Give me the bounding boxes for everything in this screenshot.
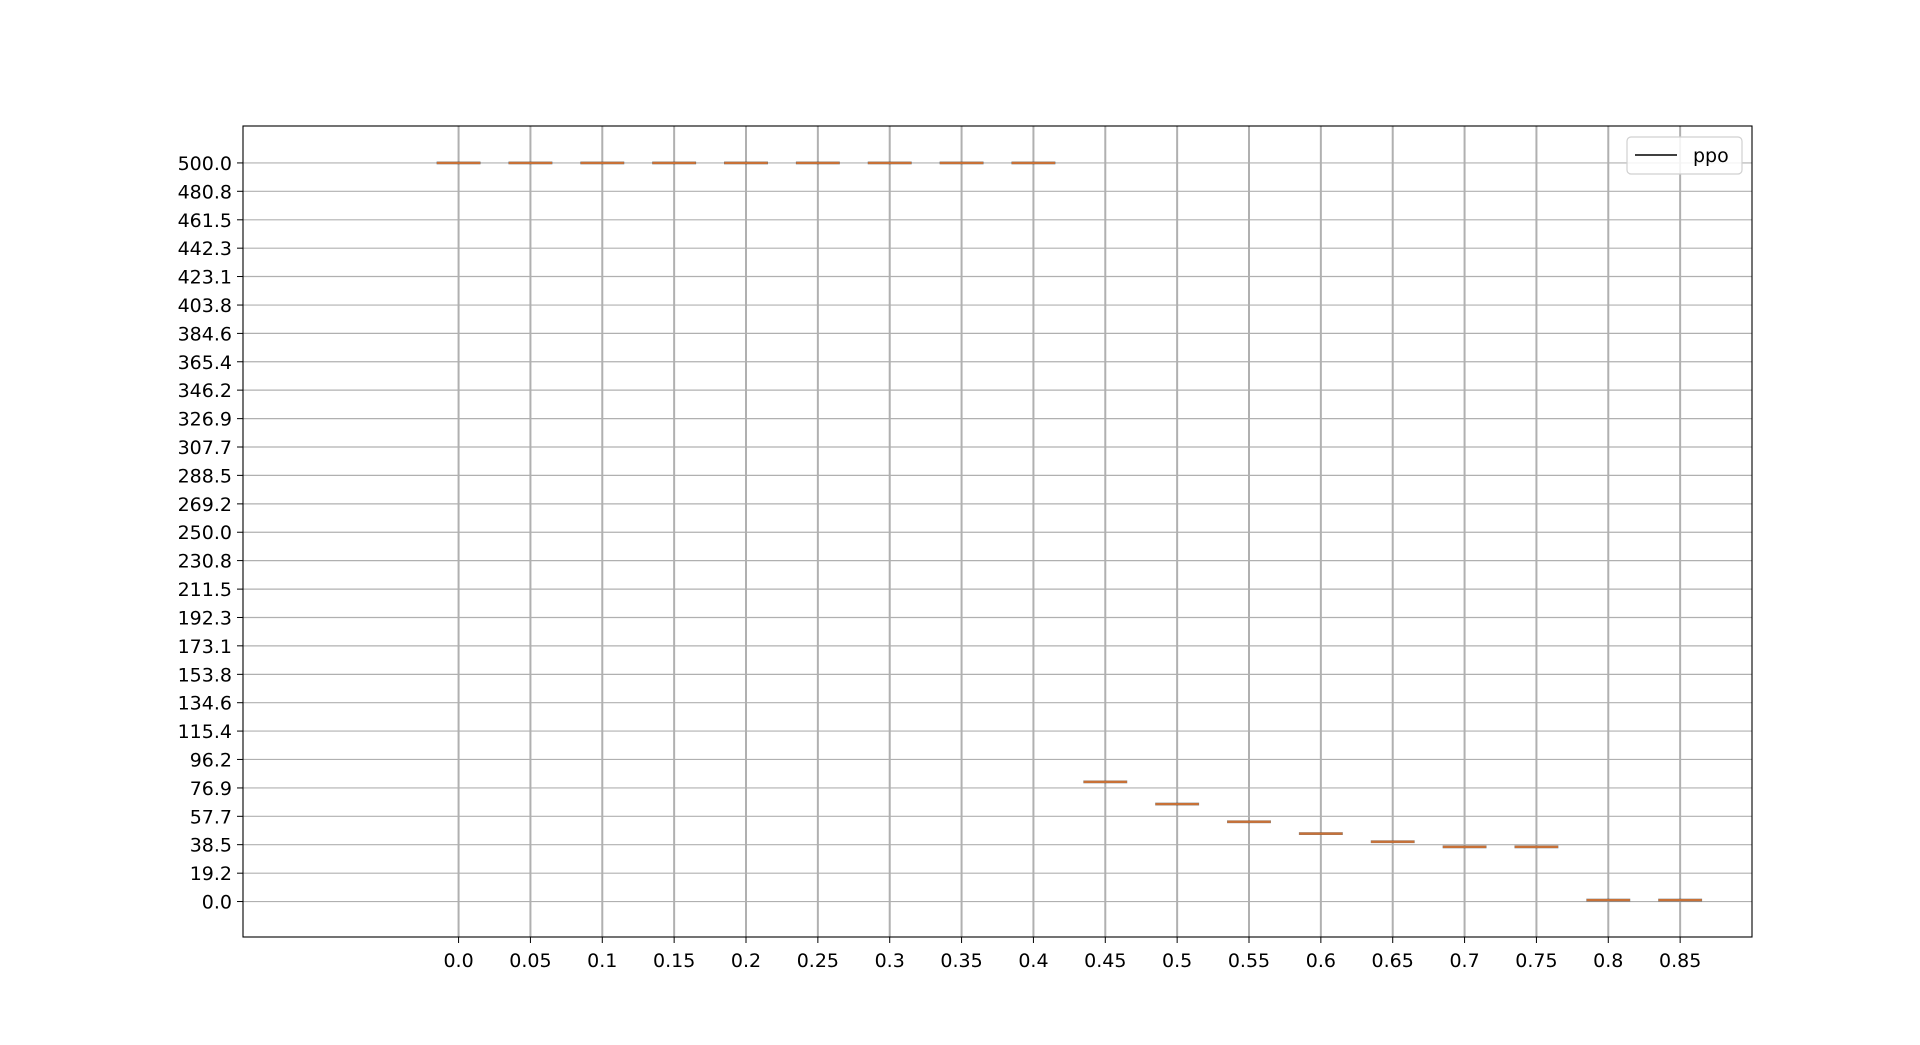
y-tick-label: 173.1 [178, 636, 232, 658]
y-tick-label: 461.5 [178, 210, 232, 232]
y-tick-label: 57.7 [190, 806, 232, 828]
grid-lines [243, 126, 1752, 937]
y-tick-label: 192.3 [178, 607, 232, 629]
x-tick-label: 0.65 [1372, 950, 1414, 972]
y-tick-label: 153.8 [178, 664, 232, 686]
x-axis-ticks: 0.0 0.05 0.1 0.15 0.2 0.25 0.3 0.35 0.4 0.45 0.5 0.… [443, 937, 1701, 972]
y-tick-label: 403.8 [178, 295, 232, 317]
x-tick-label: 0.75 [1515, 950, 1557, 972]
y-tick-label: 250.0 [178, 522, 232, 544]
x-tick-label: 0.05 [509, 950, 551, 972]
y-tick-label: 346.2 [178, 380, 232, 402]
box-plot-medians [437, 161, 1702, 902]
legend-box [1626, 136, 1743, 175]
x-tick-label: 0.45 [1084, 950, 1126, 972]
x-tick-label: 0.3 [875, 950, 905, 972]
x-tick-label: 0.5 [1162, 950, 1192, 972]
y-tick-label: 423.1 [178, 267, 232, 289]
legend: ppo [1626, 136, 1743, 175]
x-tick-label: 0.1 [587, 950, 617, 972]
x-tick-label: 0.2 [731, 950, 761, 972]
x-tick-label: 0.15 [653, 950, 695, 972]
y-tick-label: 96.2 [190, 749, 232, 771]
x-tick-label: 0.85 [1659, 950, 1701, 972]
y-tick-label: 307.7 [178, 437, 232, 459]
y-tick-label: 134.6 [178, 693, 232, 715]
y-tick-label: 0.0 [202, 892, 232, 914]
y-tick-label: 76.9 [190, 778, 232, 800]
y-tick-label: 384.6 [178, 323, 232, 345]
y-tick-label: 38.5 [190, 835, 232, 857]
y-tick-label: 442.3 [178, 238, 232, 260]
x-tick-label: 0.7 [1449, 950, 1479, 972]
x-tick-label: 0.6 [1306, 950, 1336, 972]
x-tick-label: 0.4 [1018, 950, 1048, 972]
y-tick-label: 19.2 [190, 863, 232, 885]
y-tick-label: 326.9 [178, 409, 232, 431]
y-axis-ticks: 0.0 19.2 38.5 57.7 76.9 96.2 115.4 134.6 153.8 17… [178, 153, 243, 914]
y-tick-label: 480.8 [178, 181, 232, 203]
y-tick-label: 211.5 [178, 579, 232, 601]
x-tick-label: 0.8 [1593, 950, 1623, 972]
y-tick-label: 269.2 [178, 494, 232, 516]
y-tick-label: 365.4 [178, 352, 232, 374]
y-tick-label: 500.0 [178, 153, 232, 175]
legend-label-ppo: ppo [1693, 145, 1729, 167]
x-tick-label: 0.35 [940, 950, 982, 972]
y-tick-label: 115.4 [178, 721, 232, 743]
y-tick-label: 230.8 [178, 551, 232, 573]
y-tick-label: 288.5 [178, 465, 232, 487]
axes-frame [242, 125, 1753, 938]
x-tick-label: 0.25 [797, 950, 839, 972]
x-tick-label: 0.0 [443, 950, 473, 972]
x-tick-label: 0.55 [1228, 950, 1270, 972]
